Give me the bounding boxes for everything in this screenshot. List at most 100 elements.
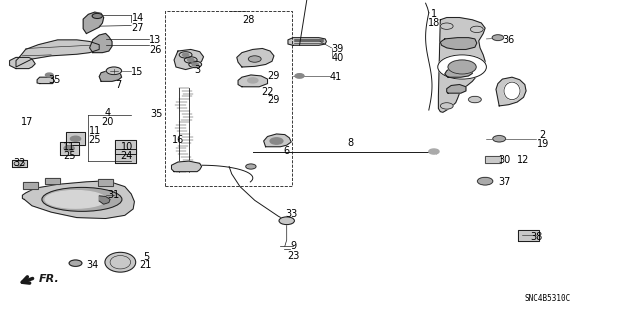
Circle shape [182, 53, 189, 56]
Polygon shape [264, 134, 291, 147]
Text: 7: 7 [115, 79, 122, 90]
Polygon shape [447, 85, 466, 93]
Polygon shape [518, 230, 539, 241]
Circle shape [189, 61, 202, 68]
Circle shape [184, 57, 197, 63]
Bar [98, 179, 113, 186]
Bar [23, 182, 38, 189]
Bar [45, 178, 60, 184]
Bar [165, 11, 292, 186]
Bar [98, 179, 113, 186]
Text: 32: 32 [13, 158, 26, 168]
Circle shape [248, 56, 261, 62]
Text: 40: 40 [332, 53, 344, 63]
Text: 33: 33 [285, 209, 298, 219]
Bar [45, 178, 60, 184]
Circle shape [106, 67, 122, 75]
Circle shape [438, 55, 486, 79]
Polygon shape [66, 132, 85, 145]
Text: 11: 11 [63, 142, 76, 152]
Text: 14: 14 [131, 12, 144, 23]
Text: 20: 20 [101, 117, 114, 127]
Text: 25: 25 [63, 151, 76, 161]
Circle shape [69, 260, 82, 266]
Text: 19: 19 [536, 139, 549, 149]
Polygon shape [90, 33, 112, 53]
Polygon shape [83, 12, 104, 33]
Text: 18: 18 [428, 18, 440, 28]
Text: 25: 25 [88, 135, 101, 145]
Text: 38: 38 [530, 232, 543, 242]
Bar [485, 156, 501, 163]
Polygon shape [174, 49, 204, 70]
Text: 35: 35 [150, 109, 163, 119]
Ellipse shape [42, 188, 122, 211]
Text: SNC4B5310C: SNC4B5310C [524, 294, 570, 303]
Polygon shape [12, 160, 27, 167]
Circle shape [192, 63, 198, 66]
Text: 6: 6 [284, 145, 290, 156]
Circle shape [477, 177, 493, 185]
Polygon shape [10, 57, 35, 69]
Circle shape [248, 78, 258, 83]
Text: 17: 17 [21, 117, 34, 127]
Text: 8: 8 [348, 138, 354, 148]
Text: FR.: FR. [38, 274, 59, 284]
Text: 10: 10 [120, 142, 133, 152]
Ellipse shape [45, 190, 106, 208]
Text: 24: 24 [120, 151, 133, 161]
Text: 22: 22 [261, 87, 274, 97]
Text: 30: 30 [498, 155, 511, 165]
Polygon shape [238, 75, 268, 87]
Polygon shape [445, 66, 472, 77]
Polygon shape [99, 71, 122, 81]
Text: 11: 11 [88, 126, 101, 137]
Circle shape [448, 60, 476, 74]
Circle shape [440, 23, 453, 29]
Text: 28: 28 [242, 15, 255, 25]
Circle shape [440, 103, 453, 109]
Text: 21: 21 [140, 260, 152, 271]
Circle shape [493, 136, 506, 142]
Text: 4: 4 [104, 108, 111, 118]
Polygon shape [115, 149, 136, 163]
Text: 1: 1 [431, 9, 437, 19]
Circle shape [92, 13, 102, 19]
Circle shape [179, 52, 192, 58]
Circle shape [470, 26, 483, 33]
Polygon shape [172, 161, 202, 172]
Text: 26: 26 [149, 45, 162, 55]
Polygon shape [438, 18, 485, 112]
Text: 2: 2 [540, 130, 546, 140]
Text: 39: 39 [332, 44, 344, 55]
Text: 13: 13 [149, 35, 162, 45]
Ellipse shape [105, 252, 136, 272]
Text: 5: 5 [143, 252, 149, 262]
Polygon shape [288, 38, 326, 45]
Circle shape [468, 96, 481, 103]
Text: 29: 29 [268, 94, 280, 105]
Circle shape [70, 136, 81, 141]
Circle shape [492, 35, 504, 41]
Circle shape [295, 74, 304, 78]
Text: 34: 34 [86, 260, 99, 271]
Circle shape [188, 58, 194, 62]
Text: 35: 35 [48, 75, 61, 85]
Text: 23: 23 [287, 251, 300, 261]
Text: 37: 37 [498, 177, 511, 188]
Ellipse shape [504, 82, 520, 100]
Text: 27: 27 [131, 23, 144, 33]
Circle shape [45, 73, 53, 77]
Bar [23, 182, 38, 189]
Circle shape [270, 138, 283, 144]
Text: 15: 15 [131, 67, 144, 77]
Circle shape [64, 146, 74, 151]
Polygon shape [22, 181, 134, 219]
Polygon shape [99, 196, 110, 204]
Circle shape [279, 217, 294, 225]
Polygon shape [440, 38, 477, 49]
Text: 9: 9 [290, 241, 296, 251]
Polygon shape [237, 48, 274, 67]
Text: 12: 12 [517, 155, 530, 165]
Text: 16: 16 [172, 135, 184, 145]
